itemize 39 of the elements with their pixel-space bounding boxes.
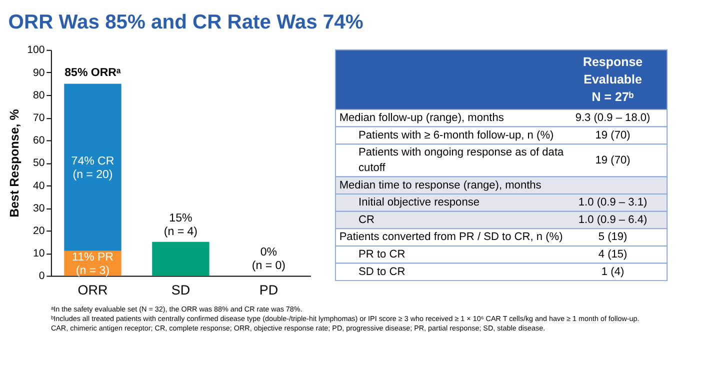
y-tick-label: 100 (27, 44, 45, 56)
data-label: 11% PR (n = 3) (72, 251, 114, 277)
category-label: Patients with ≥ 6-month follow-up, n (%) (358, 129, 554, 142)
y-tick-label: 10 (32, 248, 45, 260)
text: 19 (70) (595, 154, 630, 166)
text: 4 (15) (598, 248, 628, 261)
y-tick-label: 40 (32, 180, 45, 192)
data-label: 74% CR (n = 20) (71, 155, 114, 181)
chart-title: ORR Was 85% and CR Rate Was 74% (8, 12, 364, 34)
x-tick-label: SD (171, 282, 190, 298)
y-axis-title: Best Response, % (7, 109, 22, 218)
category-label: Median time to response (range), months (339, 179, 542, 192)
text: 1 (4) (601, 266, 624, 278)
text: 1.0 (0.9 – 6.4) (578, 214, 648, 226)
y-tick-label: 50 (32, 157, 45, 170)
y-tick-label: 90 (32, 66, 45, 79)
y-tick-label: 70 (32, 112, 45, 124)
data-label: 0% (n = 0) (252, 246, 286, 272)
category-label: Initial objective response (358, 196, 480, 209)
text: 5 (19) (598, 231, 628, 244)
text: 19 (70) (595, 129, 630, 142)
text: 1.0 (0.9 – 3.1) (578, 196, 648, 209)
data-label: 15% (n = 4) (164, 212, 198, 238)
y-tick-label: 30 (32, 202, 45, 214)
total-label: 85% ORRᵃ (64, 67, 122, 80)
text: Response Evaluable N = 27ᵇ (582, 55, 643, 104)
category-label: Median follow-up (range), months (339, 112, 504, 124)
category-label: SD to CR (358, 266, 406, 278)
y-tick-label: 20 (32, 224, 45, 237)
category-label: PR to CR (358, 248, 406, 261)
y-tick-label: 60 (32, 134, 45, 147)
category-label: CR (358, 214, 375, 226)
text: 9.3 (0.9 – 18.0) (575, 112, 650, 124)
y-tick-label: 0 (38, 270, 45, 282)
x-tick-label: PD (259, 282, 278, 298)
category-label: Patients converted from PR / SD to CR, n (%) (339, 231, 563, 244)
x-tick-label: ORR (78, 282, 108, 298)
y-tick-label: 80 (32, 89, 45, 102)
category-label: Patients with ongoing response as of data cutoff (358, 146, 565, 174)
